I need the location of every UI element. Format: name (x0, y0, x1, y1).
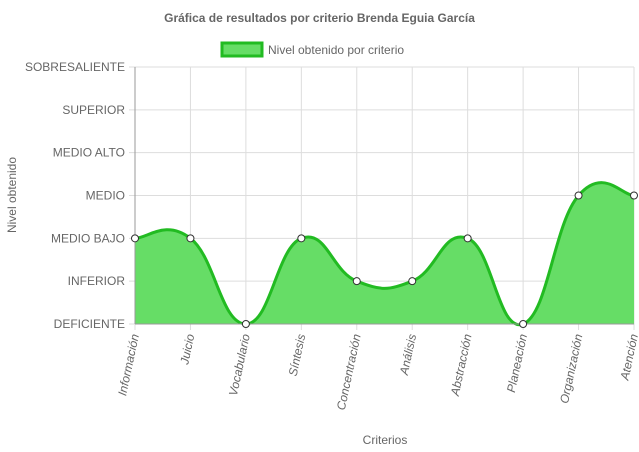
x-tick-label: Abstracción (448, 332, 475, 398)
x-tick-label: Concentración (334, 332, 364, 411)
x-tick-label: Información (115, 332, 142, 397)
y-tick-label: INFERIOR (68, 274, 126, 288)
y-axis-title: Nivel obtenido (5, 157, 19, 233)
axes (134, 67, 634, 325)
data-point[interactable] (241, 320, 250, 328)
legend-label: Nivel obtenido por criterio (268, 43, 404, 57)
data-point[interactable] (408, 277, 417, 286)
x-tick-labels: Información Juicio Vocabulario Síntesis Conc… (115, 332, 639, 411)
legend[interactable]: Nivel obtenido por criterio (220, 41, 404, 58)
x-tick-label: Síntesis (286, 333, 309, 378)
data-point[interactable] (186, 234, 195, 243)
x-tick-label: Organización (557, 332, 585, 404)
series-line (134, 181, 635, 327)
x-tick-label: Atención (617, 332, 639, 382)
data-point[interactable] (630, 191, 638, 200)
y-tick-label: MEDIO BAJO (51, 231, 125, 245)
x-tick-label: Análisis (397, 333, 420, 377)
x-axis-title: Criterios (363, 433, 408, 447)
y-tick-label: SOBRESALIENTE (25, 60, 125, 74)
data-point[interactable] (463, 234, 472, 243)
x-tick-label: Planeación (504, 332, 530, 393)
chart-title: Gráfica de resultados por criterio Brend… (164, 11, 475, 25)
data-point[interactable] (297, 234, 306, 243)
plot-area (134, 181, 635, 327)
data-point[interactable] (131, 234, 139, 243)
data-point[interactable] (352, 277, 361, 286)
data-point[interactable] (519, 320, 528, 328)
y-tick-labels: DEFICIENTE INFERIOR MEDIO BAJO MEDIO MEDIO A… (25, 60, 125, 331)
legend-swatch (220, 41, 264, 58)
y-tick-label: MEDIO ALTO (53, 146, 125, 160)
data-points (131, 191, 638, 328)
y-tick-label: DEFICIENTE (54, 317, 125, 331)
x-tick-label: Vocabulario (226, 332, 253, 397)
x-tick-label: Juicio (177, 332, 197, 366)
data-point[interactable] (574, 191, 583, 200)
y-tick-label: MEDIO (86, 189, 125, 203)
y-tick-label: SUPERIOR (62, 103, 125, 117)
series-area (135, 182, 634, 325)
